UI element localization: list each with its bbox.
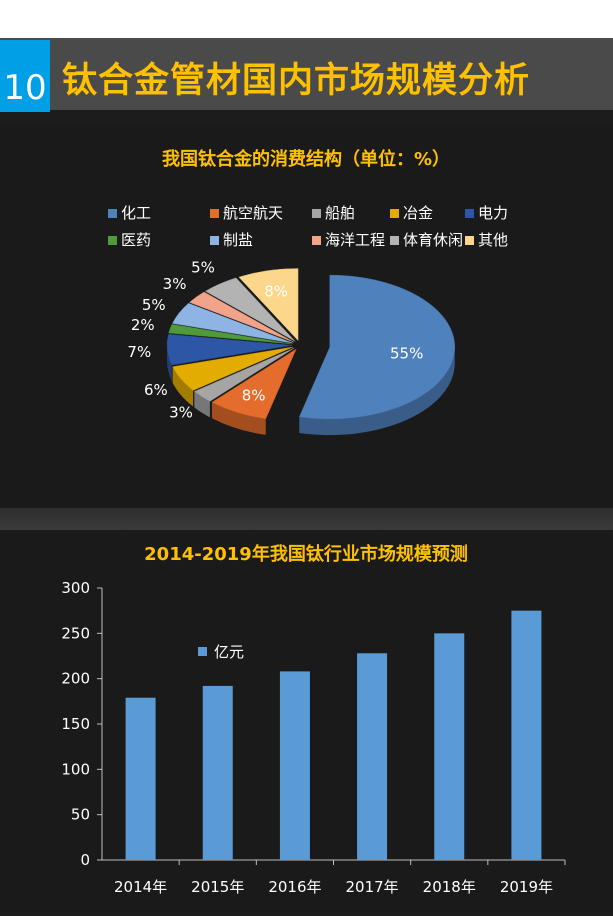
pie-side-2-0 (194, 391, 210, 418)
pie-tops (166, 268, 455, 420)
pie-chart-title: 我国钛合金的消费结构（单位：%） (162, 148, 450, 170)
y-tick-label-3: 150 (61, 715, 90, 733)
pie-slice-4 (166, 333, 293, 366)
y-tick-label-0: 0 (80, 851, 90, 869)
legend-swatch-1 (210, 209, 219, 218)
bar-2 (279, 671, 310, 860)
pie-value-label-0: 55% (390, 345, 423, 363)
pie-value-label-2: 3% (169, 403, 193, 421)
x-tick-label-2: 2016年 (268, 878, 321, 896)
header-bar: 10 钛合金管材国内市场规模分析 (0, 0, 613, 112)
legend-label-7: 海洋工程 (325, 231, 385, 249)
bar-5 (511, 610, 542, 860)
legend-label-6: 制盐 (223, 231, 253, 249)
legend-label-9: 其他 (478, 231, 508, 249)
pie-side-0-0 (299, 347, 455, 436)
legend-swatch-9 (465, 236, 474, 245)
pie-value-label-8: 5% (191, 258, 215, 276)
bar-0 (125, 697, 156, 860)
section-number-badge: 10 (0, 40, 50, 112)
pie-chart-panel: 我国钛合金的消费结构（单位：%） 化工 航空航天 船舶 冶金 电力医药 制盐 海洋工程 体育休闲… (0, 125, 613, 510)
x-tick-label-3: 2017年 (345, 878, 398, 896)
bar-chart-panel: 2014-2019年我国钛行业市场规模预测 0 50 100 150 200 250 300 2… (0, 530, 613, 912)
pie-slice-3 (172, 346, 293, 391)
legend-label-3: 冶金 (403, 204, 433, 222)
y-tick-label-6: 300 (61, 579, 90, 597)
legend-label-0: 化工 (121, 204, 151, 222)
legend-swatch-2 (312, 209, 321, 218)
y-tick-label-4: 200 (61, 670, 90, 688)
x-tick-label-1: 2015年 (191, 878, 244, 896)
pie-slice-0 (298, 274, 455, 420)
legend-swatch-3 (390, 209, 399, 218)
bar-legend-swatch (198, 647, 207, 656)
x-tick-label-5: 2019年 (500, 878, 553, 896)
pie-slice-9 (238, 268, 299, 342)
legend-swatch-4 (465, 209, 474, 218)
x-tick-label-0: 2014年 (114, 878, 167, 896)
pie-value-label-6: 5% (142, 296, 166, 314)
pie-slice-2 (193, 347, 295, 402)
pie-value-label-7: 3% (163, 275, 187, 293)
pie-value-label-3: 6% (144, 381, 168, 399)
legend-label-5: 医药 (121, 231, 151, 249)
pie-side-4-0 (167, 345, 172, 381)
section-divider (0, 508, 613, 530)
legend-swatch-7 (312, 236, 321, 245)
bar-legend-label: 亿元 (214, 643, 244, 661)
pie-slice-6 (172, 303, 293, 344)
legend-label-8: 体育休闲 (403, 231, 463, 249)
pie-slice-5 (168, 324, 293, 345)
legend-swatch-8 (390, 236, 399, 245)
y-tick-label-5: 250 (61, 624, 90, 642)
pie-value-label-1: 8% (242, 387, 266, 405)
pie-labels: 55%8%3%6%7%2%5%3%5%8% (127, 258, 423, 421)
y-tick-label-1: 50 (71, 806, 90, 824)
legend-label-1: 航空航天 (223, 204, 283, 222)
pie-slice-1 (211, 348, 297, 420)
section-number: 10 (3, 68, 47, 108)
legend-label-2: 船舶 (325, 204, 355, 222)
legend-swatch-6 (210, 236, 219, 245)
pie-slice-7 (189, 291, 294, 343)
pie-value-label-4: 7% (127, 343, 151, 361)
legend-swatch-0 (108, 209, 117, 218)
pie-sides (167, 345, 455, 436)
bar-4 (434, 633, 465, 860)
x-tick-label-4: 2018年 (423, 878, 476, 896)
pie-side-3-0 (172, 366, 194, 407)
pie-slice-8 (204, 277, 296, 342)
bar-chart: 2014-2019年我国钛行业市场规模预测 0 50 100 150 200 250 300 2… (61, 543, 566, 896)
bar-3 (357, 653, 388, 860)
pie-value-label-9: 8% (264, 282, 288, 300)
legend-swatch-5 (108, 236, 117, 245)
pie-value-label-5: 2% (131, 316, 155, 334)
page-title: 钛合金管材国内市场规模分析 (62, 61, 531, 101)
bar-chart-title: 2014-2019年我国钛行业市场规模预测 (144, 543, 468, 565)
bar-1 (202, 685, 233, 860)
y-tick-label-2: 100 (61, 760, 90, 778)
pie-side-1-0 (212, 402, 266, 435)
legend-label-4: 电力 (478, 204, 508, 222)
